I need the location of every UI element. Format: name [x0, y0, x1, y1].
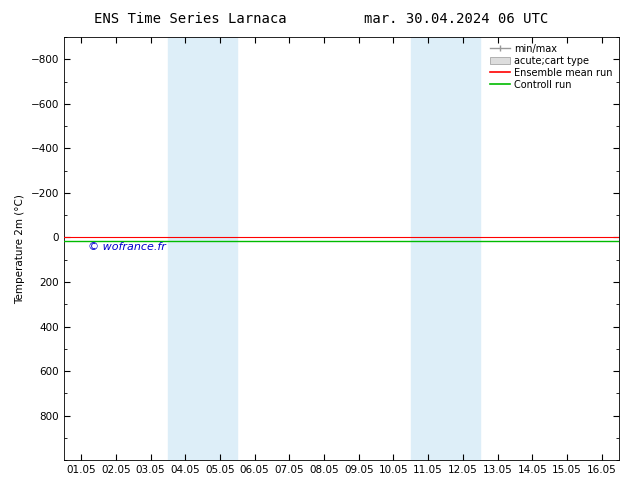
- Text: © wofrance.fr: © wofrance.fr: [88, 242, 166, 252]
- Text: ENS Time Series Larnaca: ENS Time Series Larnaca: [94, 12, 287, 26]
- Legend: min/max, acute;cart type, Ensemble mean run, Controll run: min/max, acute;cart type, Ensemble mean …: [488, 42, 614, 92]
- Bar: [411, 37, 480, 460]
- Bar: [168, 37, 237, 460]
- Text: mar. 30.04.2024 06 UTC: mar. 30.04.2024 06 UTC: [365, 12, 548, 26]
- Y-axis label: Temperature 2m (°C): Temperature 2m (°C): [15, 194, 25, 303]
